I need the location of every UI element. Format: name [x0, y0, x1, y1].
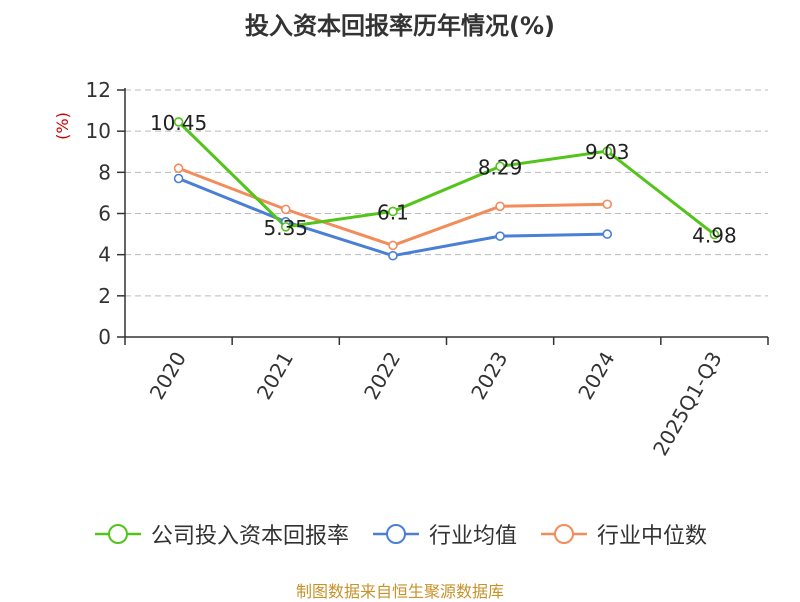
legend-item[interactable]: 行业中位数: [539, 518, 707, 550]
x-tick-label: 2020: [145, 348, 191, 404]
series-line: [177, 120, 716, 236]
data-label: 6.1: [377, 200, 409, 224]
legend-item[interactable]: 公司投入资本回报率: [93, 518, 349, 550]
x-tick-label: 2022: [359, 348, 405, 404]
legend-swatch-icon: [94, 524, 141, 544]
legend-swatch-marker: [107, 524, 128, 544]
y-tick-label: 6: [98, 202, 111, 226]
x-tick-label: 2025Q1-Q3: [648, 348, 727, 460]
legend-label: 行业均值: [428, 524, 517, 549]
y-axis-unit-label: (%): [53, 112, 72, 140]
data-point: [602, 229, 613, 239]
data-point: [495, 231, 505, 241]
data-point: [602, 199, 613, 210]
data-point: [173, 163, 184, 174]
data-point: [280, 222, 291, 232]
data-point: [388, 206, 398, 217]
data-point: [709, 229, 720, 240]
data-point: [388, 250, 398, 261]
data-point: [173, 117, 184, 127]
data-label: 4.98: [692, 223, 737, 247]
data-label: 5.35: [263, 216, 308, 240]
data-point: [495, 201, 505, 212]
legend-label: 公司投入资本回报率: [150, 524, 349, 549]
legend-swatch-marker: [385, 524, 406, 544]
y-tick-label: 12: [86, 78, 111, 102]
chart-title: 投入资本回报率历年情况(%): [245, 12, 555, 40]
source-note: 制图数据来自恒生聚源数据库: [295, 582, 504, 601]
data-point: [173, 173, 184, 184]
y-tick-label: 0: [98, 325, 111, 349]
legend-item[interactable]: 行业均值: [371, 518, 517, 550]
legend-swatch-icon: [541, 524, 587, 544]
line-chart: 0 2 4 6 8 10 12 (%) 2020 2021 2022 2023 2024 2025Q1-Q…: [53, 78, 769, 460]
data-point: [280, 204, 291, 215]
data-point: [602, 146, 613, 156]
legend-label: 行业中位数: [597, 524, 708, 549]
y-tick-label: 2: [98, 284, 111, 308]
x-tick-label: 2023: [466, 348, 512, 404]
legend-swatch-marker: [554, 524, 574, 544]
data-label: 10.45: [150, 111, 207, 135]
data-point: [388, 240, 398, 251]
legend-swatch-icon: [372, 524, 419, 544]
legend: 公司投入资本回报率 行业均值 行业中位数: [0, 518, 800, 550]
y-tick-label: 4: [98, 243, 111, 267]
x-tick-label: 2021: [252, 348, 298, 404]
y-tick-label: 10: [86, 119, 111, 143]
data-label: 8.29: [478, 155, 523, 179]
y-tick-label: 8: [98, 160, 111, 184]
data-point: [495, 161, 505, 172]
data-label: 9.03: [585, 140, 630, 164]
x-tick-label: 2024: [573, 348, 619, 404]
